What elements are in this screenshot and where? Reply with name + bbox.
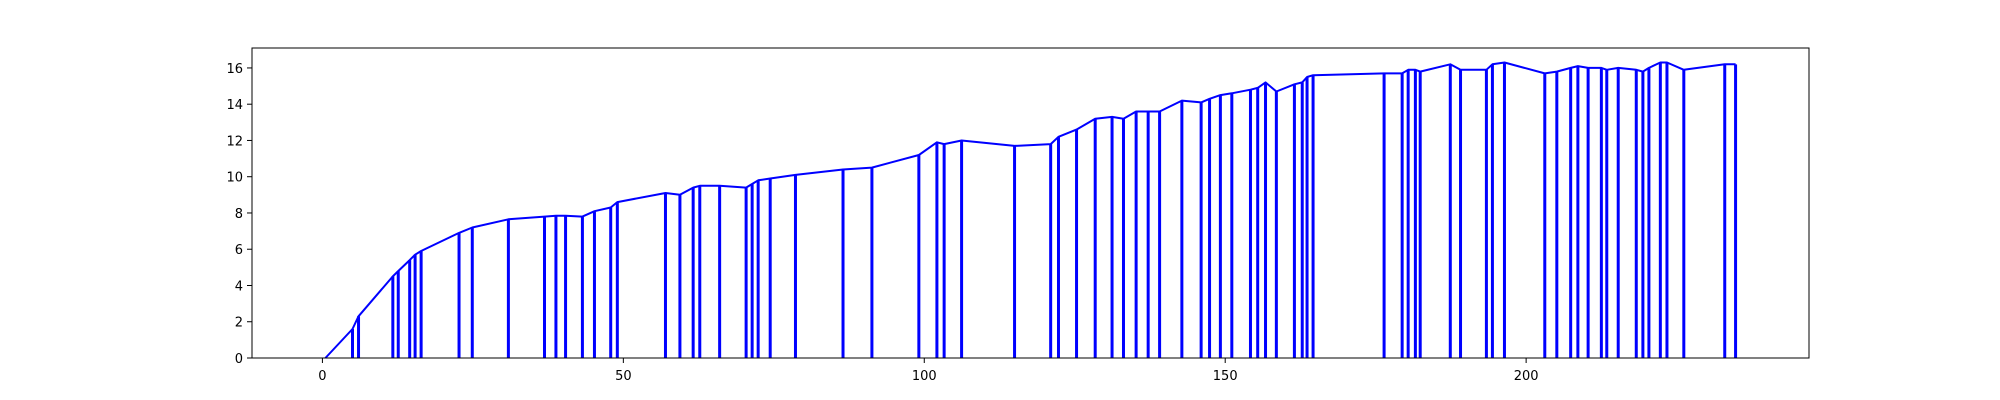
plot-area: 0 50 100 150 200 0 2 4 6 8 10 12 14 16: [226, 47, 1810, 384]
x-tick-label: 100: [912, 369, 937, 384]
x-axis: 0 50 100 150 200: [318, 358, 1539, 384]
y-tick-label: 2: [235, 316, 243, 331]
y-tick-label: 14: [226, 98, 243, 113]
y-tick-label: 16: [226, 62, 243, 77]
x-tick-label: 200: [1514, 369, 1539, 384]
series-layer: [324, 61, 1738, 359]
y-tick-label: 4: [235, 279, 243, 294]
y-tick-label: 12: [226, 134, 243, 149]
series-line: [324, 61, 1736, 359]
axes-frame: [251, 47, 1810, 359]
y-tick-label: 0: [235, 352, 243, 367]
y-axis: 0 2 4 6 8 10 12 14 16: [226, 62, 252, 367]
x-tick-label: 50: [615, 369, 632, 384]
x-tick-label: 0: [318, 369, 326, 384]
y-tick-label: 6: [235, 243, 243, 258]
plot-background: [252, 48, 1809, 358]
y-tick-label: 10: [226, 171, 243, 186]
y-tick-label: 8: [235, 207, 243, 222]
x-tick-label: 150: [1213, 369, 1238, 384]
